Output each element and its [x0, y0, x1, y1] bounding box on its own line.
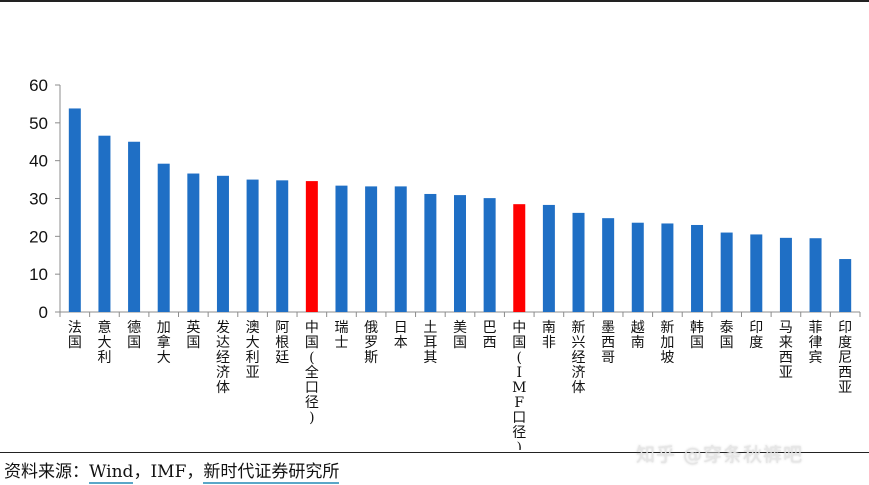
bar	[809, 238, 822, 312]
x-category-label: 阿根廷	[275, 320, 289, 366]
x-category-label: 印度	[749, 320, 763, 351]
x-category-label: 日本	[394, 320, 408, 351]
bar	[424, 193, 437, 312]
source-sep-1: ，	[133, 462, 151, 482]
y-tick-label: 30	[29, 190, 48, 209]
x-category-label: 土耳其	[423, 320, 437, 366]
bar	[98, 135, 111, 312]
bar	[839, 259, 852, 312]
bar	[661, 223, 674, 312]
watermark: 知乎 @穿条秋裤吧	[636, 444, 804, 466]
bar	[68, 108, 81, 312]
source-prefix: 资料来源：	[4, 462, 89, 482]
bar	[572, 212, 585, 312]
bar	[246, 179, 259, 312]
x-category-label: 瑞士	[334, 320, 348, 351]
bar	[602, 218, 615, 312]
x-category-label: 加拿大	[157, 320, 171, 366]
bar	[542, 204, 555, 312]
bar-chart: 0 10 20 30 40 50 60 法国 意大利 德国 加拿大 英国 发达经济体 澳大利亚 阿根廷 中国(…	[29, 76, 861, 450]
y-tick-label: 20	[29, 227, 48, 246]
x-category-label: 新加坡	[660, 320, 674, 366]
source-note: 资料来源：Wind，IMF，新时代证券研究所	[4, 457, 340, 484]
x-category-label: 越南	[631, 320, 645, 351]
bar	[631, 222, 644, 312]
x-category-label: 法国	[68, 320, 82, 351]
bar	[216, 175, 229, 312]
x-category-label: 德国	[127, 320, 141, 351]
bar	[157, 163, 170, 312]
bar	[750, 234, 763, 312]
y-tick-label: 60	[29, 76, 48, 95]
x-category-label: 意大利	[97, 319, 111, 366]
x-category-label: 菲律宾	[809, 320, 823, 366]
bar	[365, 186, 378, 312]
x-category-label: 马来西亚	[779, 320, 793, 381]
source-wind: Wind	[89, 462, 134, 484]
y-tick-label: 10	[29, 265, 48, 284]
x-category-label: 韩国	[690, 320, 704, 351]
x-category-label: 俄罗斯	[364, 320, 378, 366]
bar	[335, 185, 348, 312]
bar	[779, 237, 792, 312]
bar	[691, 224, 704, 312]
x-category-label: 中国(I M F 口径)	[512, 320, 526, 450]
x-category-label: 南非	[542, 320, 556, 351]
x-category-label: 泰国	[720, 320, 734, 351]
x-category-label: 英国	[186, 319, 200, 351]
bar	[187, 173, 200, 312]
source-imf: IMF	[150, 462, 187, 482]
x-category-label: 墨西哥	[601, 320, 615, 366]
x-category-label: 新兴经济体	[572, 320, 586, 396]
source-sep-2: ，	[186, 462, 204, 482]
x-category-label: 美国	[453, 320, 467, 351]
bar	[720, 232, 733, 312]
x-category-label: 澳大利亚	[246, 320, 260, 381]
bar	[305, 181, 318, 312]
bar	[483, 198, 496, 312]
y-tick-label: 40	[29, 152, 48, 171]
y-tick-label: 50	[29, 114, 48, 133]
bar	[454, 195, 466, 312]
bar	[394, 186, 407, 312]
top-rule	[0, 0, 869, 2]
bar	[513, 204, 526, 312]
x-category-label: 中国(全口径)	[305, 320, 319, 426]
x-category-label: 印度尼西亚	[838, 320, 852, 396]
x-category-label: 发达经济体	[216, 320, 230, 396]
bottom-rule	[0, 452, 869, 453]
bar	[276, 180, 289, 312]
bar	[128, 141, 141, 312]
x-category-label: 巴西	[483, 320, 497, 351]
source-xsd: 新时代证券研究所	[203, 462, 340, 484]
y-tick-label: 0	[39, 303, 48, 322]
